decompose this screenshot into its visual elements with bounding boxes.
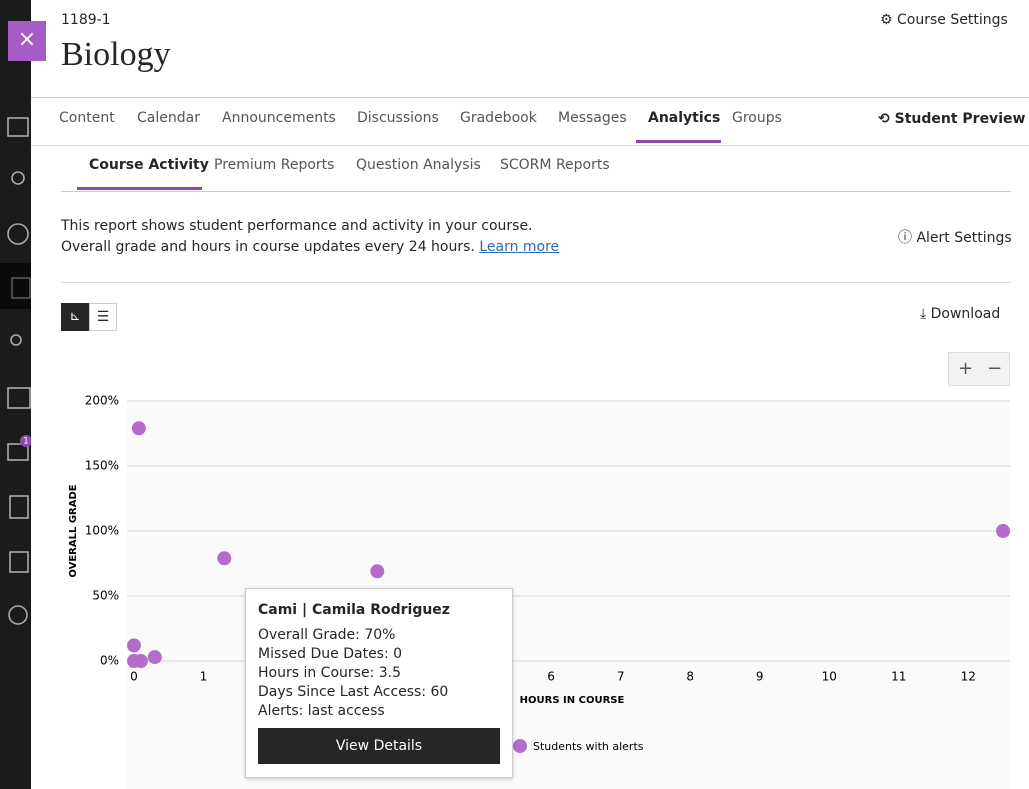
sidebar-icons: 1 <box>0 117 31 625</box>
alert-settings[interactable]: ⓘ Alert Settings <box>898 230 1012 246</box>
x-tick-label: 8 <box>686 670 694 684</box>
zoom-in[interactable]: + <box>958 358 974 379</box>
subtab[interactable]: Question Analysis <box>356 157 481 173</box>
course-id: 1189-1 <box>61 12 111 28</box>
tab[interactable]: Content <box>59 110 115 126</box>
x-tick-label: 9 <box>756 670 764 684</box>
tab[interactable]: Discussions <box>357 110 439 126</box>
subtab-active[interactable]: Course Activity <box>89 157 209 173</box>
tab[interactable]: Calendar <box>137 110 200 126</box>
subtab[interactable]: SCORM Reports <box>500 157 610 173</box>
x-tick-label: 1 <box>200 670 208 684</box>
x-tick-label: 6 <box>547 670 555 684</box>
x-tick-label: 10 <box>822 670 837 684</box>
legend-label: Students with alerts <box>533 740 644 753</box>
tab-bar <box>31 97 1029 146</box>
tab-underline <box>636 140 721 143</box>
zoom-controls: + − <box>948 352 1010 386</box>
tab[interactable]: Gradebook <box>460 110 537 126</box>
y-tick-label: 50% <box>92 589 119 603</box>
alert-settings-label: Alert Settings <box>916 230 1012 246</box>
subtab[interactable]: Premium Reports <box>214 157 335 173</box>
tab[interactable]: Groups <box>732 110 782 126</box>
student-preview[interactable]: ⟲ Student Preview <box>878 111 1026 127</box>
settings-label: Course Settings <box>897 12 1008 28</box>
download[interactable]: ⤓ Download <box>920 306 1001 322</box>
x-tick-label: 12 <box>961 670 976 684</box>
zoom-out[interactable]: − <box>987 358 1003 379</box>
description: Overall grade and hours in course update… <box>61 239 559 255</box>
tooltip-line: Missed Due Dates: 0 <box>258 646 403 662</box>
view-details-button[interactable]: View Details <box>258 728 500 764</box>
learn-more-link[interactable]: Learn more <box>479 239 560 255</box>
divider <box>61 191 1011 192</box>
tab[interactable]: Messages <box>558 110 627 126</box>
legend-marker <box>513 739 527 753</box>
divider <box>61 282 1011 283</box>
data-point <box>147 650 162 665</box>
tooltip-line: Days Since Last Access: 60 <box>258 684 449 700</box>
data-point <box>131 421 146 436</box>
x-tick-label: 11 <box>891 670 906 684</box>
description-text: Overall grade and hours in course update… <box>61 239 475 255</box>
x-tick-label: 7 <box>617 670 625 684</box>
x-axis-label: HOURS IN COURSE <box>520 695 625 706</box>
y-tick-label: 100% <box>85 524 119 538</box>
tooltip: Cami | Camila Rodriguez Overall Grade: 7… <box>245 588 513 778</box>
data-point <box>370 564 385 579</box>
list-view-button[interactable]: ☰ <box>89 303 117 331</box>
download-label: Download <box>930 306 1001 322</box>
y-tick-label: 200% <box>85 394 119 408</box>
data-point <box>996 524 1011 538</box>
description: This report shows student performance an… <box>61 218 533 234</box>
sidebar <box>0 0 31 789</box>
x-tick-label: 0 <box>130 670 138 684</box>
course-title: Biology <box>61 36 171 73</box>
preview-label: Student Preview <box>894 111 1026 127</box>
close-button[interactable]: × <box>8 21 46 61</box>
tooltip-line: Alerts: last access <box>258 703 385 719</box>
data-point <box>217 551 232 566</box>
tooltip-line: Overall Grade: 70% <box>258 627 396 643</box>
course-settings[interactable]: ⚙ Course Settings <box>880 12 1008 28</box>
data-point <box>126 638 141 653</box>
chart-view-button[interactable]: ⊾ <box>61 303 89 331</box>
tooltip-line: Hours in Course: 3.5 <box>258 665 401 681</box>
badge: 1 <box>23 437 29 447</box>
y-tick-label: 0% <box>100 654 119 668</box>
data-point <box>133 654 148 668</box>
tab-active[interactable]: Analytics <box>648 110 721 126</box>
tooltip-title: Cami | Camila Rodriguez <box>258 602 450 618</box>
y-tick-label: 150% <box>85 459 119 473</box>
tab[interactable]: Announcements <box>222 110 336 126</box>
y-axis-label: OVERALL GRADE <box>68 484 79 577</box>
subtab-underline <box>77 187 202 190</box>
